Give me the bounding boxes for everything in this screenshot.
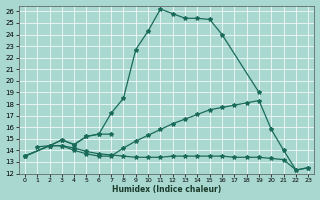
X-axis label: Humidex (Indice chaleur): Humidex (Indice chaleur) xyxy=(112,185,221,194)
